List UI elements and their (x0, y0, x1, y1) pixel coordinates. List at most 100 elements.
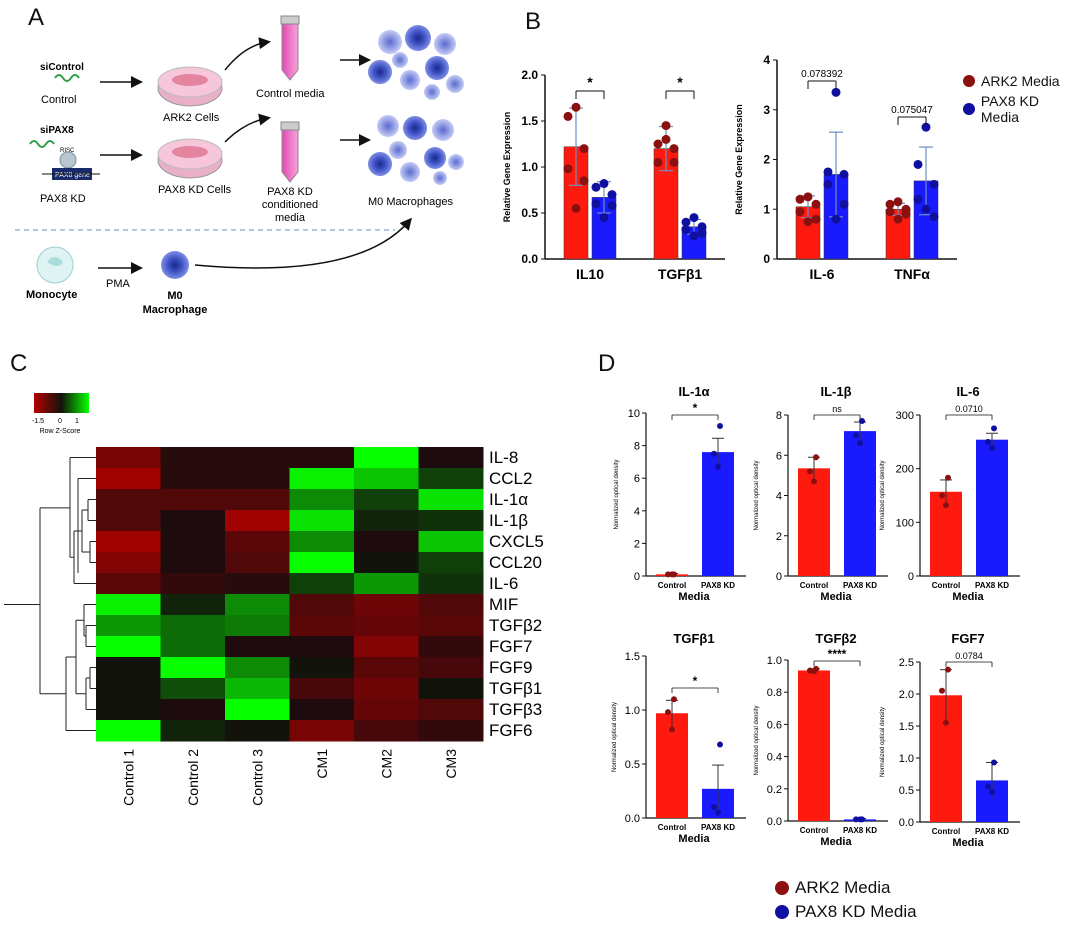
data-point (921, 122, 931, 132)
legend-b-item: ARK2 Media (963, 73, 1080, 89)
legend-marker (963, 75, 975, 87)
significance-label: * (677, 74, 683, 90)
heatmap-cell (160, 552, 226, 574)
pax8-gene-label: PAX8 gene (55, 172, 90, 179)
heatmap-cell (289, 468, 355, 490)
color-key-tick: 0 (58, 418, 62, 425)
macrophage-cluster-icon (368, 115, 464, 185)
y-tick-label: 4 (763, 53, 770, 67)
heatmap-cell (160, 510, 226, 532)
data-point (717, 423, 723, 430)
data-point (803, 217, 813, 227)
chart-d6: FGF7 0.0 0.5 1.0 1.5 2.0 2.5 Normalized optical… (880, 631, 1020, 849)
heatmap-cell (225, 699, 290, 721)
row-label: FGF9 (489, 658, 532, 677)
y-tick-label: 0 (634, 571, 640, 583)
data-point (985, 438, 991, 445)
heatmap-cell (289, 573, 355, 595)
data-point (803, 192, 813, 202)
data-point (823, 179, 833, 189)
heatmap-cell (289, 720, 355, 742)
data-point (669, 144, 679, 154)
data-point (669, 726, 675, 733)
data-point (991, 425, 997, 432)
control-label: Control (41, 94, 76, 106)
data-point (823, 167, 833, 177)
y-tick-label: 0.5 (521, 206, 538, 220)
column-label: Control 2 (185, 749, 201, 806)
data-point (689, 231, 699, 241)
y-axis-label: Normalized optical density (612, 702, 618, 772)
data-point (929, 212, 939, 222)
x-tick-label: PAX8 KD (843, 826, 877, 835)
y-axis-label: Normalized optical density (754, 460, 760, 530)
y-tick-label: 1.5 (521, 114, 538, 128)
column-label: CM3 (443, 749, 459, 779)
heatmap-cell (418, 552, 484, 574)
panel-a-schematic: siControl Control ARK2 Cells Control med… (15, 15, 464, 316)
data-point (811, 478, 817, 485)
y-tick-label: 8 (776, 410, 782, 422)
heatmap-cell (160, 531, 226, 553)
chart-d5: TGFβ2 0.0 0.2 0.4 0.6 0.8 1.0 Normalized optica… (754, 631, 888, 848)
chart-title: IL-1β (820, 384, 851, 399)
bar (702, 452, 734, 576)
y-axis-label: Normalized optical density (880, 460, 886, 530)
legend-marker (963, 103, 975, 115)
heatmap-cell (225, 657, 290, 679)
heatmap-cell (96, 699, 161, 721)
y-tick-label: 1 (763, 202, 770, 216)
heatmap-cell (289, 531, 355, 553)
heatmap-cell (354, 657, 419, 679)
column-label: Control 1 (120, 749, 136, 806)
y-axis-label: Normalized optical density (614, 459, 620, 529)
chart-title: IL-6 (956, 384, 979, 399)
panel-label-a: A (28, 4, 45, 31)
data-point (831, 87, 841, 97)
x-tick-label: TGFβ1 (658, 266, 703, 282)
heatmap-cell (418, 699, 484, 721)
legend-b-label: ARK2 Media (981, 73, 1060, 89)
y-tick-label: 100 (896, 517, 914, 529)
row-label: TGFβ2 (489, 616, 542, 635)
risc-label: RISC (60, 148, 75, 154)
heatmap-cell (418, 678, 484, 700)
data-point (885, 199, 895, 209)
m0-label-line1: M0 (167, 290, 182, 302)
chart-d3: IL-6 0 100 200 300 Normalized optical density… (880, 384, 1020, 603)
x-axis-label: Media (678, 591, 710, 603)
x-tick-label: Control (658, 581, 686, 590)
y-tick-label: 3 (763, 103, 770, 117)
tube-icon (280, 121, 300, 183)
data-point (831, 214, 841, 224)
data-point (571, 102, 581, 112)
monocyte-label: Monocyte (26, 289, 77, 301)
heatmap-cell (289, 699, 355, 721)
data-point (885, 207, 895, 217)
y-tick-label: 300 (896, 410, 914, 422)
y-tick-label: 1.0 (767, 655, 782, 667)
x-tick-label: PAX8 KD (975, 827, 1009, 836)
data-point (839, 199, 849, 209)
monocyte-icon (36, 246, 74, 284)
row-label: IL-1β (489, 511, 528, 530)
heatmap-cell (96, 573, 161, 595)
heatmap-cell (160, 489, 226, 511)
chart-title: IL-1α (678, 384, 709, 399)
si-control-label: siControl (40, 62, 84, 73)
row-label: FGF7 (489, 637, 532, 656)
data-point (839, 169, 849, 179)
data-point (669, 571, 675, 578)
row-label: IL-8 (489, 448, 518, 467)
chart-d4: TGFβ1 0.0 0.5 1.0 1.5 Normalized optical dens… (612, 631, 746, 845)
data-point (939, 687, 945, 694)
data-point (661, 121, 671, 131)
heatmap-cell (160, 447, 226, 469)
heatmap-cell (354, 573, 419, 595)
data-point (901, 209, 911, 219)
y-axis-label: Normalized optical density (754, 705, 760, 775)
data-point (579, 176, 589, 186)
data-point (945, 666, 951, 673)
data-point (697, 222, 707, 232)
heatmap-cell (354, 720, 419, 742)
